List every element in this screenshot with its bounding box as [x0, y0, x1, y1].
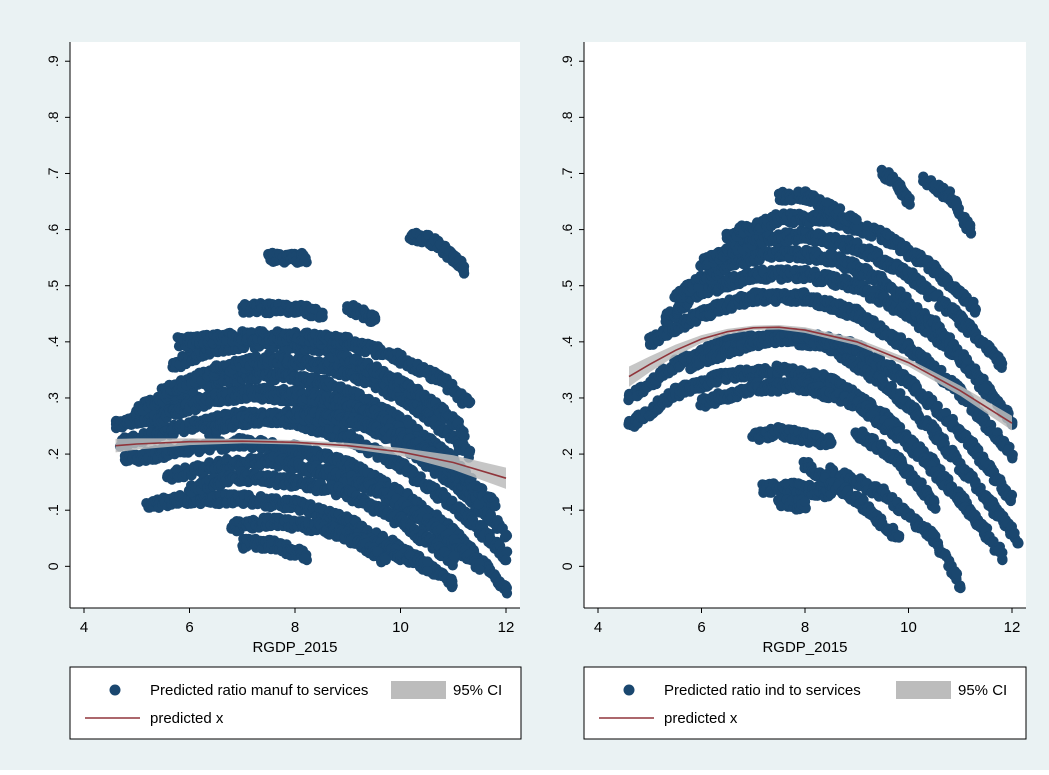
legend: Predicted ratio manuf to services 95% CI p…	[70, 667, 521, 739]
y-tick-label: .9	[45, 55, 61, 67]
y-tick-label: .8	[45, 111, 61, 123]
data-point	[370, 315, 380, 325]
legend-label-ci: 95% CI	[453, 682, 502, 699]
y-tick-label: .5	[45, 280, 61, 292]
data-point	[459, 431, 469, 441]
data-point	[463, 395, 473, 405]
y-tick-label: .2	[45, 448, 61, 460]
legend-box	[70, 667, 521, 739]
legend-label-points: Predicted ratio manuf to services	[150, 682, 368, 699]
data-point	[422, 566, 432, 576]
x-tick-label: 8	[291, 619, 299, 636]
data-point	[300, 553, 310, 563]
data-point	[381, 555, 391, 565]
x-tick-label: 12	[498, 619, 515, 636]
y-tick-label: .4	[45, 336, 61, 348]
data-point	[422, 556, 432, 566]
data-point	[316, 311, 326, 321]
x-tick-label: 4	[80, 619, 88, 636]
data-point	[447, 580, 457, 590]
x-axis-title: RGDP_2015	[252, 639, 337, 656]
y-tick-label: 0	[45, 562, 61, 570]
data-point	[300, 253, 310, 263]
x-tick-label: 10	[392, 619, 409, 636]
legend-label-line: predicted x	[150, 710, 224, 727]
data-point	[448, 560, 458, 570]
y-tick-label: .1	[45, 504, 61, 516]
y-tick-label: .3	[45, 392, 61, 404]
data-point	[459, 261, 469, 271]
data-point	[475, 565, 485, 575]
legend-ci-swatch	[391, 681, 446, 699]
data-point	[501, 555, 511, 565]
data-point	[501, 529, 511, 539]
data-point	[490, 501, 500, 511]
y-tick-label: .7	[45, 167, 61, 179]
y-tick-label: .6	[45, 224, 61, 236]
data-point	[464, 447, 474, 457]
legend-point-marker	[110, 685, 121, 696]
x-tick-label: 6	[185, 619, 193, 636]
data-point	[449, 551, 459, 561]
data-point	[502, 588, 512, 598]
